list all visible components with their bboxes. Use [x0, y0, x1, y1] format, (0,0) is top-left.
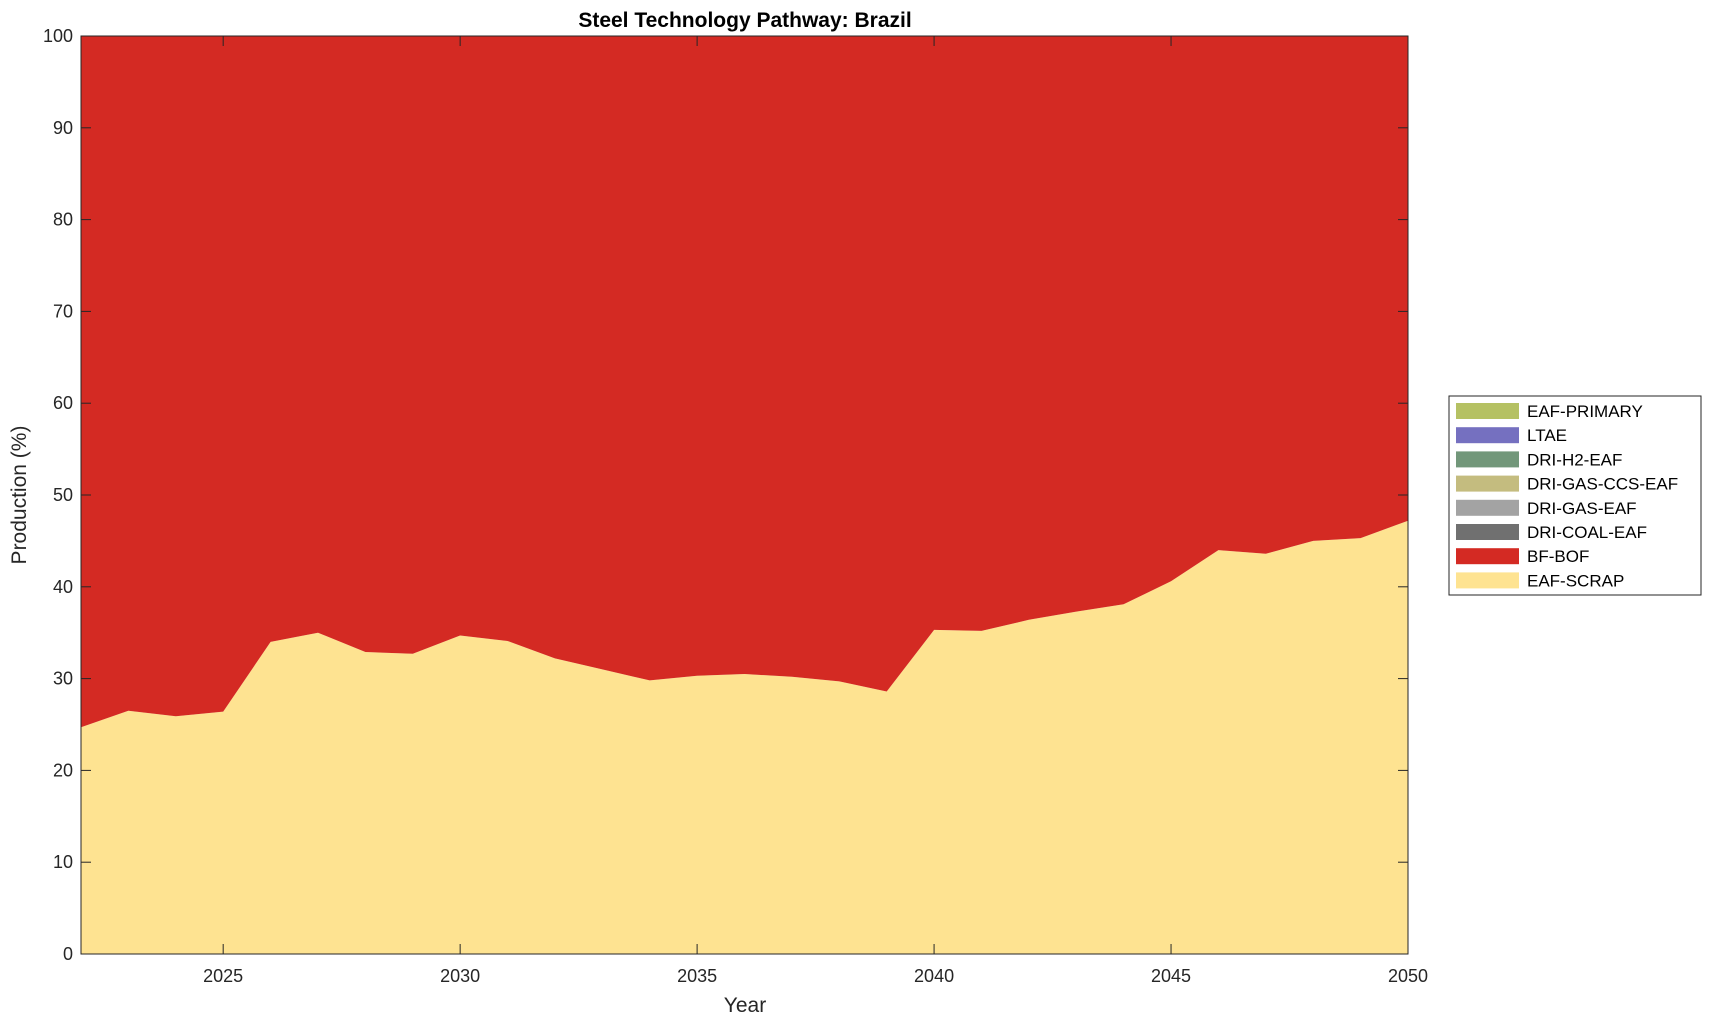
- y-tick-label: 40: [53, 577, 73, 597]
- legend-label-dri-gas-eaf: DRI-GAS-EAF: [1527, 499, 1637, 518]
- legend-label-dri-gas-ccs-eaf: DRI-GAS-CCS-EAF: [1527, 475, 1678, 494]
- legend-swatch-dri-gas-eaf: [1456, 499, 1519, 516]
- legend-label-dri-h2-eaf: DRI-H2-EAF: [1527, 450, 1622, 469]
- y-tick-label: 30: [53, 669, 73, 689]
- area-bf-bof: [81, 36, 1408, 728]
- legend-swatch-ltae: [1456, 427, 1519, 444]
- chart-title: Steel Technology Pathway: Brazil: [578, 9, 911, 32]
- legend-label-bf-bof: BF-BOF: [1527, 547, 1589, 566]
- legend-swatch-dri-coal-eaf: [1456, 524, 1519, 540]
- area-layers: [81, 36, 1408, 954]
- y-tick-label: 80: [53, 210, 73, 230]
- legend-swatch-dri-gas-ccs-eaf: [1456, 475, 1519, 492]
- y-tick-label: 50: [53, 485, 73, 505]
- legend-swatch-eaf-scrap: [1456, 572, 1519, 589]
- y-tick-label: 60: [53, 393, 73, 413]
- legend: EAF-PRIMARY LTAE DRI-H2-EAF DRI-GAS-CCS-EAF…: [1448, 395, 1702, 596]
- y-tick-label: 90: [53, 118, 73, 138]
- y-tick-label: 70: [53, 301, 73, 321]
- plot-frame: [80, 35, 1409, 955]
- y-tick-label: 0: [63, 944, 73, 964]
- legend-swatch-bf-bof: [1456, 548, 1519, 565]
- area-eaf-scrap: [81, 520, 1408, 954]
- legend-label-ltae: LTAE: [1527, 426, 1567, 445]
- y-axis-title: Production (%): [8, 426, 31, 565]
- y-tick-label: 20: [53, 760, 73, 780]
- x-tick-label: 2030: [440, 966, 480, 986]
- x-tick-label: 2040: [914, 966, 954, 986]
- x-tick-label: 2045: [1151, 966, 1191, 986]
- legend-label-dri-coal-eaf: DRI-COAL-EAF: [1527, 523, 1647, 542]
- legend-swatch-eaf-primary: [1456, 403, 1519, 419]
- x-tick-label: 2035: [677, 966, 717, 986]
- legend-swatch-dri-h2-eaf: [1456, 451, 1519, 468]
- x-tick-label: 2050: [1388, 966, 1428, 986]
- y-tick-label: 100: [43, 26, 73, 46]
- x-axis-title: Year: [724, 994, 766, 1017]
- y-tick-label: 10: [53, 852, 73, 872]
- legend-label-eaf-scrap: EAF-SCRAP: [1527, 571, 1624, 590]
- legend-label-eaf-primary: EAF-PRIMARY: [1527, 402, 1643, 421]
- x-tick-label: 2025: [203, 966, 243, 986]
